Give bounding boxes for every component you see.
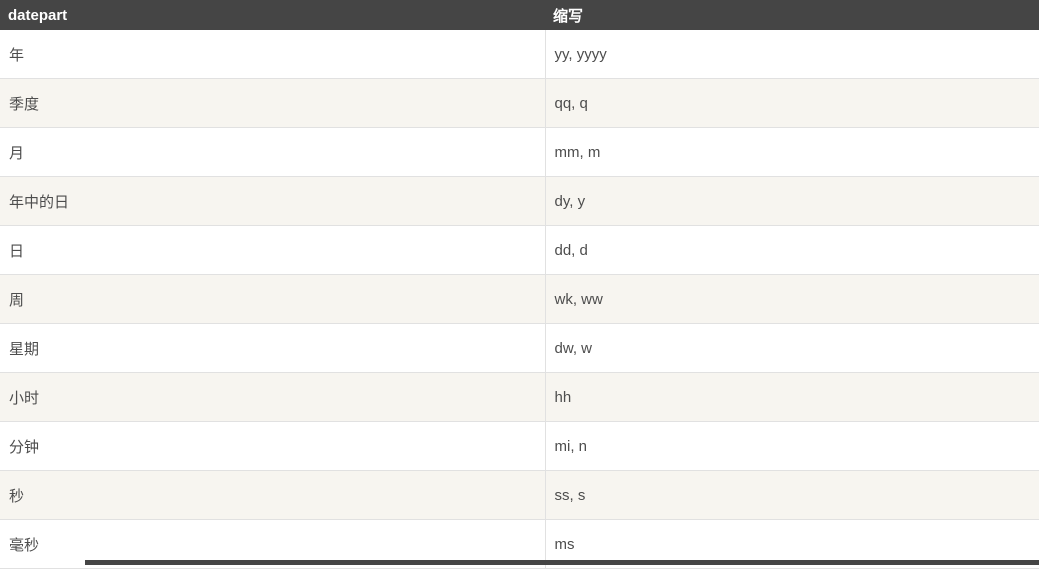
table-row: 秒 ss, s (0, 470, 1039, 520)
abbreviation-cell: dy, y (545, 176, 1039, 226)
column-header-datepart: datepart (0, 0, 545, 30)
datepart-cell: 季度 (0, 78, 546, 128)
abbreviation-cell: mm, m (545, 127, 1039, 177)
table-row: 年中的日 dy, y (0, 176, 1039, 226)
table-row: 小时 hh (0, 372, 1039, 422)
datepart-cell: 日 (0, 225, 546, 275)
datepart-cell: 周 (0, 274, 546, 324)
table-row: 周 wk, ww (0, 274, 1039, 324)
table-header: datepart 缩写 (0, 0, 1039, 30)
table-row: 星期 dw, w (0, 323, 1039, 373)
datepart-cell: 月 (0, 127, 546, 177)
abbreviation-cell: wk, ww (545, 274, 1039, 324)
datepart-cell: 小时 (0, 372, 546, 422)
table-row: 月 mm, m (0, 127, 1039, 177)
table-row: 季度 qq, q (0, 78, 1039, 128)
datepart-cell: 分钟 (0, 421, 546, 471)
header-row: datepart 缩写 (0, 0, 1039, 30)
table-body: 年 yy, yyyy 季度 qq, q 月 mm, m 年中的日 dy, y 日 dd, d 周 wk… (0, 30, 1039, 569)
abbreviation-cell: hh (545, 372, 1039, 422)
column-header-abbreviation: 缩写 (545, 0, 1039, 30)
table-row: 日 dd, d (0, 225, 1039, 275)
datepart-cell: 秒 (0, 470, 546, 520)
next-table-header-partial (85, 560, 1039, 565)
datepart-cell: 年 (0, 30, 546, 79)
abbreviation-cell: dw, w (545, 323, 1039, 373)
datepart-cell: 年中的日 (0, 176, 546, 226)
abbreviation-cell: qq, q (545, 78, 1039, 128)
datepart-cell: 星期 (0, 323, 546, 373)
abbreviation-cell: ss, s (545, 470, 1039, 520)
table-row: 年 yy, yyyy (0, 30, 1039, 79)
abbreviation-cell: mi, n (545, 421, 1039, 471)
table-row: 分钟 mi, n (0, 421, 1039, 471)
abbreviation-cell: dd, d (545, 225, 1039, 275)
abbreviation-cell: yy, yyyy (545, 30, 1039, 79)
